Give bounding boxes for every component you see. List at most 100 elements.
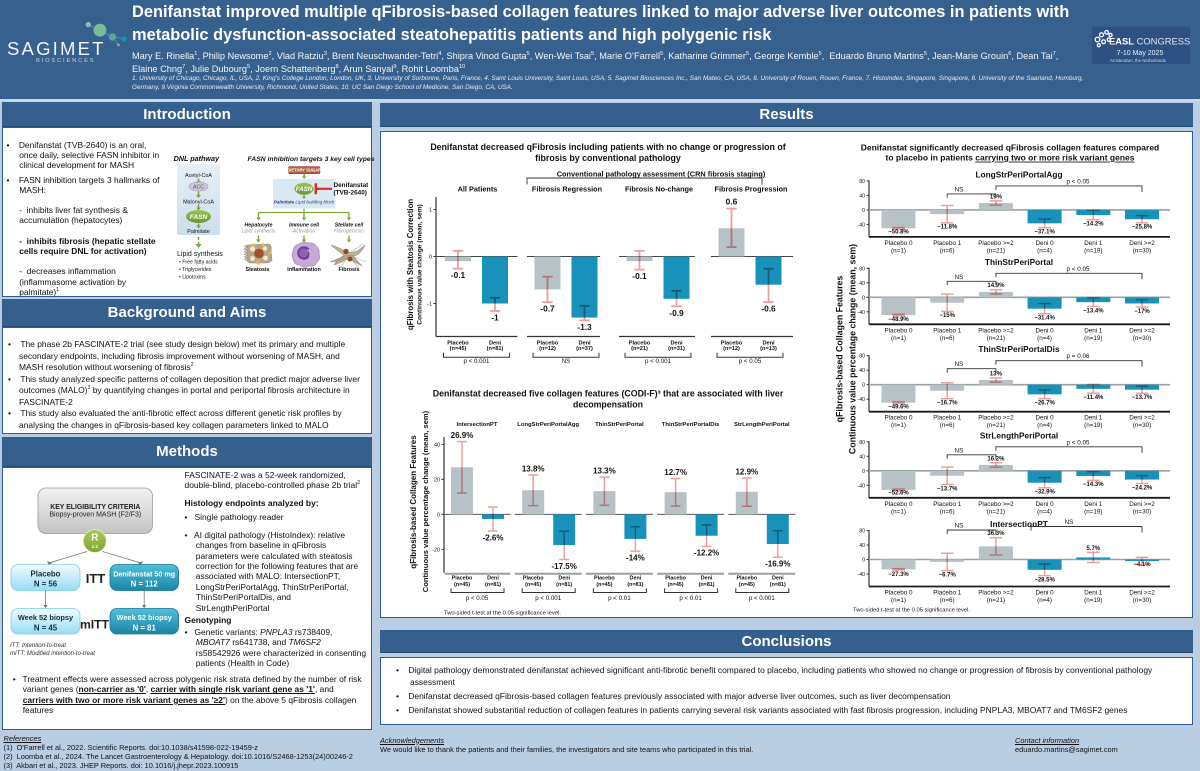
svg-text:−24.2%: −24.2%: [1132, 485, 1153, 491]
svg-text:Denifanstat decreased five col: Denifanstat decreased five collagen feat…: [433, 389, 784, 399]
svg-text:DIETARY SUGAR: DIETARY SUGAR: [287, 168, 321, 173]
svg-text:(n=6): (n=6): [940, 247, 955, 254]
svg-text:Placebo >=2: Placebo >=2: [978, 590, 1014, 597]
svg-text:(n=4): (n=4): [1037, 597, 1052, 604]
svg-text:0: 0: [862, 558, 865, 564]
svg-text:KEY ELIGIBILITY CRITERIA: KEY ELIGIBILITY CRITERIA: [50, 504, 140, 511]
svg-text:fibrosis by conventional patho: fibrosis by conventional pathology: [535, 153, 681, 163]
svg-text:Deni 1: Deni 1: [1084, 240, 1103, 247]
svg-text:(n=30): (n=30): [1133, 247, 1151, 254]
svg-text:EASL CONGRESS: EASL CONGRESS: [1109, 36, 1190, 47]
svg-text:ACC: ACC: [193, 185, 204, 191]
svg-text:(n=1): (n=1): [891, 247, 906, 254]
svg-text:0: 0: [862, 469, 865, 475]
svg-text:Placebo: Placebo: [452, 576, 473, 582]
svg-text:p < 0.001: p < 0.001: [749, 595, 776, 602]
svg-text:(n=37): (n=37): [576, 346, 593, 352]
svg-text:−13.7%: −13.7%: [937, 486, 958, 492]
svg-text:p < 0.05: p < 0.05: [1067, 266, 1090, 273]
svg-text:(n=31): (n=31): [668, 346, 685, 352]
svg-text:−15%: −15%: [939, 313, 955, 319]
svg-text:-2.6%: -2.6%: [483, 533, 504, 542]
svg-text:−37.1%: −37.1%: [1034, 229, 1055, 235]
svg-text:Activation: Activation: [292, 229, 316, 235]
svg-text:Deni 1: Deni 1: [1084, 590, 1103, 597]
svg-text:(n=1): (n=1): [891, 422, 906, 429]
svg-text:p < 0.001: p < 0.001: [464, 358, 491, 365]
svg-text:Two-sided t-test at the 0.05 s: Two-sided t-test at the 0.05 significanc…: [444, 611, 561, 617]
svg-text:(n=81): (n=81): [627, 582, 643, 588]
svg-text:(n=21): (n=21): [987, 597, 1005, 604]
svg-text:(n=13): (n=13): [760, 346, 777, 352]
svg-text:Placebo 1: Placebo 1: [933, 501, 962, 508]
svg-text:−48.9%: −48.9%: [888, 317, 909, 323]
svg-text:All Patients: All Patients: [458, 185, 498, 194]
svg-text:p < 0.01: p < 0.01: [608, 595, 631, 602]
svg-text:Hepatocyte: Hepatocyte: [245, 223, 273, 229]
svg-text:qFibrosis-based Collagen Featu: qFibrosis-based Collagen Features: [835, 276, 845, 423]
svg-text:(n=4): (n=4): [1037, 508, 1052, 515]
svg-text:0: 0: [437, 512, 440, 518]
svg-text:Continuous value percentage ch: Continuous value percentage change (mean…: [421, 410, 430, 592]
svg-text:Deni: Deni: [701, 576, 713, 582]
svg-text:Two-sided t-test at the 0.05 s: Two-sided t-test at the 0.05 significanc…: [853, 608, 970, 614]
svg-text:−11.4%: −11.4%: [1083, 395, 1104, 401]
svg-text:Amsterdam, the Netherlands: Amsterdam, the Netherlands: [1110, 58, 1167, 63]
svg-text:N = 81: N = 81: [133, 623, 157, 632]
svg-text:(n=81): (n=81): [556, 582, 572, 588]
svg-text:p < 0.05: p < 0.05: [466, 595, 489, 602]
svg-text:(TVB-2640): (TVB-2640): [334, 189, 367, 196]
svg-text:−14.2%: −14.2%: [1083, 222, 1104, 228]
svg-text:Placebo 0: Placebo 0: [884, 501, 913, 508]
svg-text:40: 40: [859, 368, 865, 374]
svg-text:80: 80: [859, 354, 865, 360]
svg-text:−4.1%: −4.1%: [1133, 562, 1151, 568]
svg-text:20: 20: [434, 477, 440, 483]
svg-text:NS: NS: [955, 447, 964, 454]
svg-text:(n=45): (n=45): [454, 582, 470, 588]
svg-text:Immune cell: Immune cell: [289, 223, 320, 229]
svg-text:Placebo 1: Placebo 1: [933, 327, 962, 334]
svg-text:to placebo in patients carryin: to placebo in patients carrying two or m…: [886, 153, 1135, 163]
svg-text:-12.2%: -12.2%: [694, 549, 719, 558]
svg-text:−17%: −17%: [1134, 309, 1150, 315]
svg-text:0: 0: [862, 208, 865, 214]
svg-text:13.8%: 13.8%: [522, 465, 545, 474]
svg-text:-40: -40: [858, 222, 866, 228]
svg-text:IntersectionPT: IntersectionPT: [990, 519, 1048, 529]
svg-text:• Free fatty acids: • Free fatty acids: [179, 260, 218, 266]
svg-text:-40: -40: [858, 572, 866, 578]
svg-text:N = 56: N = 56: [34, 579, 58, 588]
svg-text:Placebo 1: Placebo 1: [933, 240, 962, 247]
svg-text:(n=6): (n=6): [940, 335, 955, 342]
svg-text:(n=12): (n=12): [539, 346, 556, 352]
svg-text:Fibrosis: Fibrosis: [339, 267, 360, 273]
svg-text:Denifanstat significantly decr: Denifanstat significantly decreased qFib…: [861, 143, 1160, 153]
svg-text:Malonyl-CoA: Malonyl-CoA: [183, 200, 214, 206]
svg-text:(n=4): (n=4): [1037, 247, 1052, 254]
svg-text:(n=12): (n=12): [723, 346, 740, 352]
svg-text:Deni 0: Deni 0: [1035, 590, 1054, 597]
svg-text:-40: -40: [858, 397, 866, 403]
svg-text:NS: NS: [955, 186, 964, 193]
svg-text:-17.5%: -17.5%: [552, 562, 577, 571]
svg-text:−50.8%: −50.8%: [888, 230, 909, 236]
svg-text:−26.7%: −26.7%: [1034, 401, 1055, 407]
svg-text:Placebo >=2: Placebo >=2: [978, 327, 1014, 334]
svg-text:7-10 May 2025: 7-10 May 2025: [1117, 50, 1164, 57]
svg-text:(n=19): (n=19): [1084, 597, 1102, 604]
svg-text:-0.1: -0.1: [632, 271, 647, 281]
svg-text:−11.8%: −11.8%: [937, 225, 958, 231]
svg-text:80: 80: [859, 440, 865, 446]
svg-text:80: 80: [859, 529, 865, 535]
svg-text:40: 40: [859, 543, 865, 549]
svg-text:(n=6): (n=6): [940, 422, 955, 429]
svg-text:12.9%: 12.9%: [735, 468, 758, 477]
svg-text:ThinStrPeriPortal: ThinStrPeriPortal: [985, 257, 1053, 267]
svg-text:mITT: mITT: [80, 618, 110, 632]
svg-text:(n=19): (n=19): [1084, 335, 1102, 342]
svg-text:Deni 0: Deni 0: [1035, 415, 1054, 422]
svg-text:NS: NS: [955, 274, 964, 281]
svg-text:80: 80: [859, 179, 865, 185]
svg-text:−32.9%: −32.9%: [1034, 490, 1055, 496]
